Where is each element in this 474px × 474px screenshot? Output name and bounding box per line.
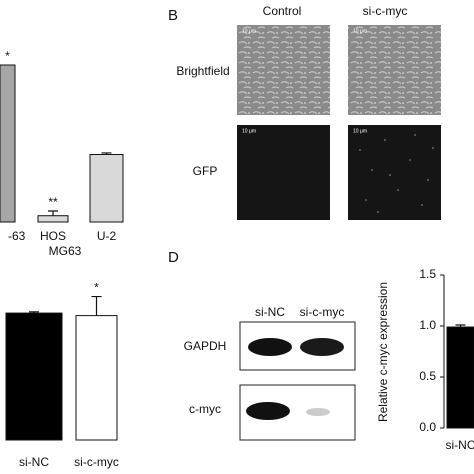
error-bar [48,210,58,216]
scale-bar-label: 10 μm [242,28,256,34]
error-bar [455,324,466,328]
significance: * [5,49,10,63]
band [306,408,330,416]
micrograph [348,125,441,220]
bar [5,312,63,441]
y-tick-label: 0.5 [419,369,436,383]
column-header: Control [263,4,302,18]
scale-bar-label: 10 μm [353,128,367,134]
bar [0,64,16,223]
x-tick-label: si-c-myc [74,455,119,469]
blot-label: c-myc [189,402,221,416]
bar [37,215,69,223]
fluorescent-dots [359,134,434,213]
panel-label: D [168,249,179,266]
y-axis-label: Relative c-myc expression [376,282,390,422]
lane-label: si-NC [255,305,285,319]
error-bar [101,152,112,155]
y-tick-label: 0.0 [419,420,436,434]
band [246,402,290,420]
x-tick-label: U-2 [97,229,117,243]
lane-label: si-c-myc [300,305,345,319]
row-label: Brightfield [176,64,229,78]
chart-title: MG63 [49,244,82,258]
panel-label: B [168,7,178,24]
bar [89,153,124,223]
scale-bar-label: 10 μm [353,28,367,34]
x-tick-label: HOS [40,229,66,243]
row-label: GFP [193,164,218,178]
error-bar [91,295,102,316]
x-tick-label: si-NC [19,455,49,469]
band [300,338,344,356]
scale-bar-label: 10 μm [242,128,256,134]
y-tick-label: 1.0 [419,318,436,332]
x-tick-label: si-NC [446,438,474,452]
band [248,338,292,356]
x-tick-label: -63 [8,229,26,243]
micrograph [348,25,441,115]
y-tick-label: 1.5 [419,267,436,281]
micrograph [237,25,330,115]
significance: ** [48,195,58,209]
bar [75,315,118,441]
blot-label: GAPDH [184,339,227,353]
micrograph [237,125,330,220]
significance: * [94,281,99,295]
bar [446,326,474,429]
column-header: si-c-myc [363,4,408,18]
error-bar [29,311,39,314]
